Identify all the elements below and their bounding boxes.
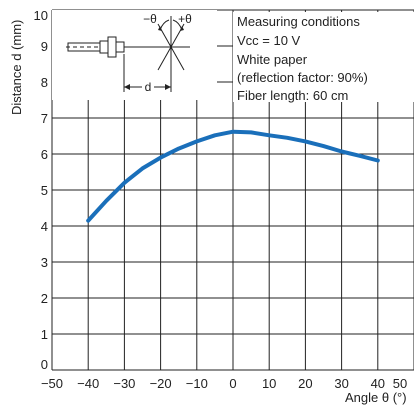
x-tick-label-10: 50 bbox=[393, 376, 407, 391]
y-tick-label-6: 6 bbox=[41, 147, 48, 162]
d-arrow-right bbox=[165, 84, 171, 90]
y-tick-label-8: 8 bbox=[41, 75, 48, 90]
conditions-line-2: Vcc = 10 V bbox=[237, 33, 301, 48]
conditions-line-4: (reflection factor: 90%) bbox=[237, 70, 368, 85]
inset-background bbox=[52, 10, 217, 100]
y-tick-label-0: 0 bbox=[41, 357, 48, 372]
x-tick-label-7: 20 bbox=[298, 376, 312, 391]
y-tick-labels: 0 1 2 3 4 5 6 7 8 9 10 bbox=[34, 8, 48, 372]
x-tick-labels: −50 −40 −30 −20 −10 0 10 20 30 40 50 bbox=[41, 376, 407, 391]
target-plus bbox=[157, 23, 185, 71]
d-arrow-left bbox=[124, 84, 130, 90]
x-tick-label-5: 0 bbox=[229, 376, 236, 391]
x-tick-label-4: −10 bbox=[186, 376, 208, 391]
conditions-background bbox=[233, 12, 414, 102]
d-label-bg bbox=[142, 80, 154, 94]
x-tick-label-3: −20 bbox=[150, 376, 172, 391]
inset-minus-theta-label: −θ bbox=[143, 12, 157, 26]
inset-plus-theta-label: +θ bbox=[178, 12, 192, 26]
inset-diagram: −θ +θ d bbox=[52, 10, 217, 100]
x-tick-label-8: 30 bbox=[334, 376, 348, 391]
y-tick-label-9: 9 bbox=[41, 39, 48, 54]
y-tick-label-4: 4 bbox=[41, 219, 48, 234]
y-tick-label-3: 3 bbox=[41, 255, 48, 270]
inset-d-label: d bbox=[145, 80, 152, 94]
plus-arrowhead bbox=[180, 26, 184, 31]
conditions-line-5: Fiber length: 60 cm bbox=[237, 88, 348, 103]
measuring-conditions: Measuring conditions Vcc = 10 V White pa… bbox=[233, 12, 414, 103]
y-axis-label: Distance d (mm) bbox=[9, 20, 24, 115]
distance-curve bbox=[86, 129, 380, 223]
y-tick-label-7: 7 bbox=[41, 111, 48, 126]
x-tick-label-9: 40 bbox=[371, 376, 385, 391]
y-tick-label-10: 10 bbox=[34, 8, 48, 23]
x-tick-label-6: 10 bbox=[262, 376, 276, 391]
x-axis-label: Angle θ (°) bbox=[345, 390, 407, 405]
conditions-line-3: White paper bbox=[237, 52, 308, 67]
y-tick-label-2: 2 bbox=[41, 291, 48, 306]
y-tick-label-5: 5 bbox=[41, 183, 48, 198]
minus-arrowhead bbox=[158, 26, 162, 31]
x-tick-label-0: −50 bbox=[41, 376, 63, 391]
y-tick-label-1: 1 bbox=[41, 327, 48, 342]
x-tick-label-2: −30 bbox=[113, 376, 135, 391]
conditions-line-1: Measuring conditions bbox=[237, 14, 360, 29]
x-tick-label-1: −40 bbox=[77, 376, 99, 391]
